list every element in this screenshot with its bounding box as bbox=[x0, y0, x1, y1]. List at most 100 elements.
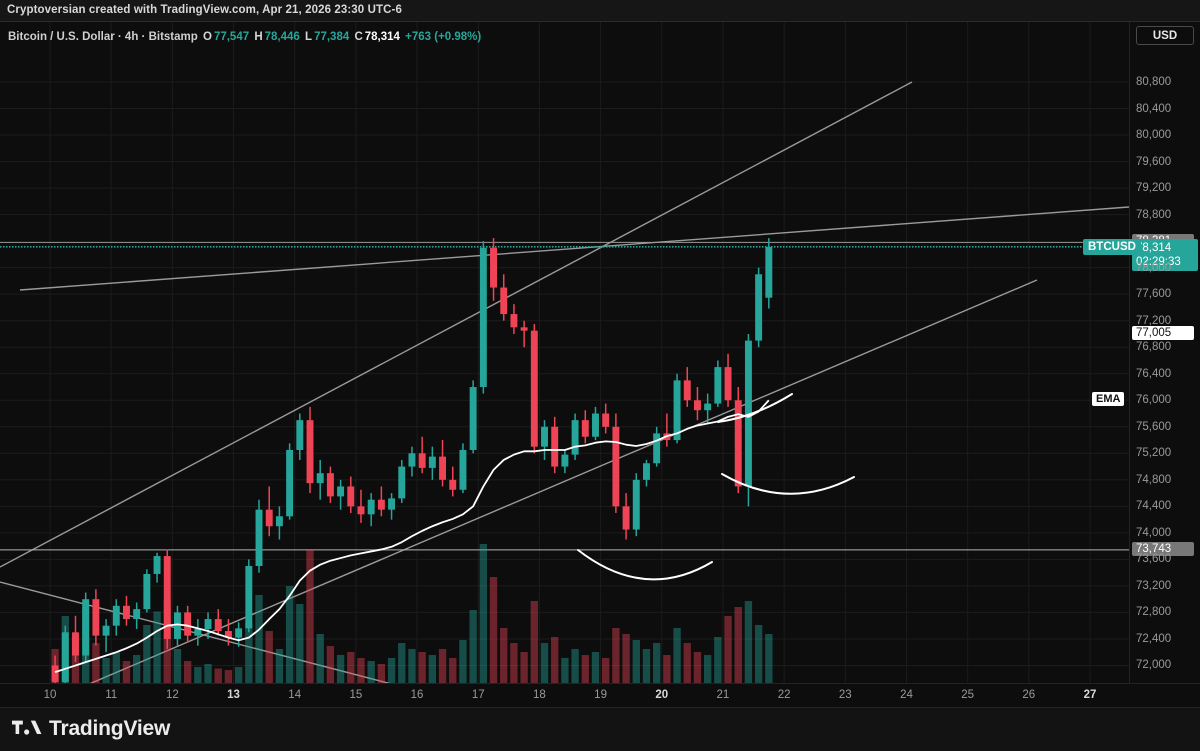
rounded-bottom-right bbox=[721, 473, 855, 495]
volume-bar bbox=[724, 616, 732, 683]
candle bbox=[541, 426, 548, 447]
short-descending bbox=[0, 581, 391, 683]
volume-bar bbox=[357, 658, 365, 683]
volume-bar bbox=[224, 670, 233, 683]
price-tick: 76,000 bbox=[1136, 394, 1172, 407]
volume-bar bbox=[642, 649, 651, 683]
candle bbox=[51, 665, 59, 683]
time-tick: 12 bbox=[165, 689, 179, 701]
tradingview-mark-icon bbox=[12, 720, 42, 735]
attribution-bar: Cryptoversian created with TradingView.c… bbox=[0, 0, 1200, 21]
price-tick: 72,000 bbox=[1136, 659, 1172, 672]
price-tick: 80,000 bbox=[1136, 129, 1172, 142]
time-tick: 15 bbox=[349, 689, 363, 701]
volume-bar bbox=[510, 643, 518, 683]
price-tick: 75,600 bbox=[1136, 420, 1172, 433]
candle bbox=[92, 599, 100, 636]
price-tick: 76,400 bbox=[1136, 367, 1172, 380]
volume-bar bbox=[520, 652, 528, 683]
time-tick: 20 bbox=[655, 689, 669, 701]
volume-bar bbox=[500, 628, 508, 683]
currency-selector[interactable]: USD bbox=[1136, 26, 1194, 45]
volume-bar bbox=[214, 668, 222, 683]
candle bbox=[653, 433, 661, 464]
footer-bar: TradingView bbox=[0, 707, 1200, 751]
volume-bar bbox=[652, 643, 661, 683]
candle bbox=[377, 499, 385, 510]
volume-bar bbox=[622, 634, 630, 683]
rising-channel-lower bbox=[89, 279, 1038, 683]
candle bbox=[367, 499, 375, 515]
volume-bar bbox=[479, 544, 488, 683]
volume-bar bbox=[183, 661, 192, 683]
volume-bar bbox=[316, 634, 324, 683]
candle bbox=[173, 612, 181, 639]
candle bbox=[510, 314, 518, 328]
candle bbox=[224, 631, 232, 638]
price-tick: 77,600 bbox=[1136, 288, 1172, 301]
candle bbox=[316, 473, 324, 484]
volume-bar bbox=[754, 625, 763, 683]
candle bbox=[683, 380, 691, 401]
ema-line bbox=[54, 399, 770, 673]
volume-bar bbox=[173, 649, 182, 683]
price-scale[interactable]: USD 78,381 78,314 02:29:33 77,005 73,743… bbox=[1092, 22, 1200, 683]
candle bbox=[765, 246, 773, 298]
volume-bar bbox=[612, 628, 620, 683]
tradingview-wordmark: TradingView bbox=[49, 717, 171, 740]
candle bbox=[133, 609, 141, 620]
candle bbox=[408, 453, 416, 467]
legend-low-key: L bbox=[305, 31, 313, 43]
volume-bar bbox=[469, 610, 477, 683]
candle bbox=[388, 498, 396, 510]
time-tick: 18 bbox=[533, 689, 546, 701]
time-tick: 14 bbox=[288, 689, 302, 701]
legend-symbol[interactable]: Bitcoin / U.S. Dollar · 4h · Bitstamp bbox=[8, 31, 198, 43]
candle bbox=[163, 556, 171, 639]
volume-bar bbox=[255, 595, 263, 683]
candle bbox=[592, 413, 599, 437]
candle bbox=[500, 287, 508, 315]
volume-bar bbox=[765, 634, 773, 683]
tradingview-logo[interactable]: TradingView bbox=[12, 717, 170, 741]
time-tick: 22 bbox=[777, 689, 791, 701]
time-scale[interactable]: 10 11 12 13 14 15 16 17 18 19 20 21 22 23 24 25 26 27 bbox=[0, 683, 1200, 707]
volume-bar bbox=[663, 655, 671, 683]
volume-bar bbox=[285, 586, 294, 683]
price-tick: 74,000 bbox=[1136, 526, 1172, 539]
volume-bar bbox=[673, 628, 681, 683]
price-tick: 74,400 bbox=[1136, 500, 1172, 513]
price-tick: 75,200 bbox=[1136, 447, 1172, 460]
ema-curve-right bbox=[717, 393, 793, 423]
candle bbox=[734, 400, 742, 487]
last-price-tag: 78,314 02:29:33 bbox=[1132, 238, 1198, 271]
support-price-tag: 73,743 bbox=[1132, 541, 1194, 556]
time-tick: 23 bbox=[838, 689, 852, 701]
candle bbox=[184, 612, 192, 636]
volume-bar bbox=[428, 655, 437, 683]
candle bbox=[82, 599, 90, 656]
candle bbox=[235, 628, 243, 638]
volume-bar bbox=[132, 655, 141, 683]
volume-bar bbox=[561, 658, 569, 683]
time-tick: 24 bbox=[900, 689, 913, 701]
candle bbox=[714, 367, 722, 404]
volume-bar bbox=[194, 667, 202, 683]
candle bbox=[632, 479, 640, 530]
candle bbox=[693, 400, 701, 411]
candle bbox=[286, 449, 294, 517]
candle bbox=[571, 420, 579, 455]
candle bbox=[612, 426, 620, 507]
price-tick: 74,800 bbox=[1136, 473, 1172, 486]
last-price-value: 78,314 bbox=[1136, 241, 1172, 254]
candle bbox=[296, 420, 304, 450]
candle bbox=[398, 466, 406, 499]
price-plot-area[interactable] bbox=[0, 22, 1129, 683]
time-tick: 25 bbox=[961, 689, 975, 701]
time-tick: 27 bbox=[1083, 689, 1097, 701]
price-tick: 80,400 bbox=[1136, 102, 1172, 115]
volume-bar bbox=[347, 652, 355, 683]
candle bbox=[551, 426, 559, 467]
